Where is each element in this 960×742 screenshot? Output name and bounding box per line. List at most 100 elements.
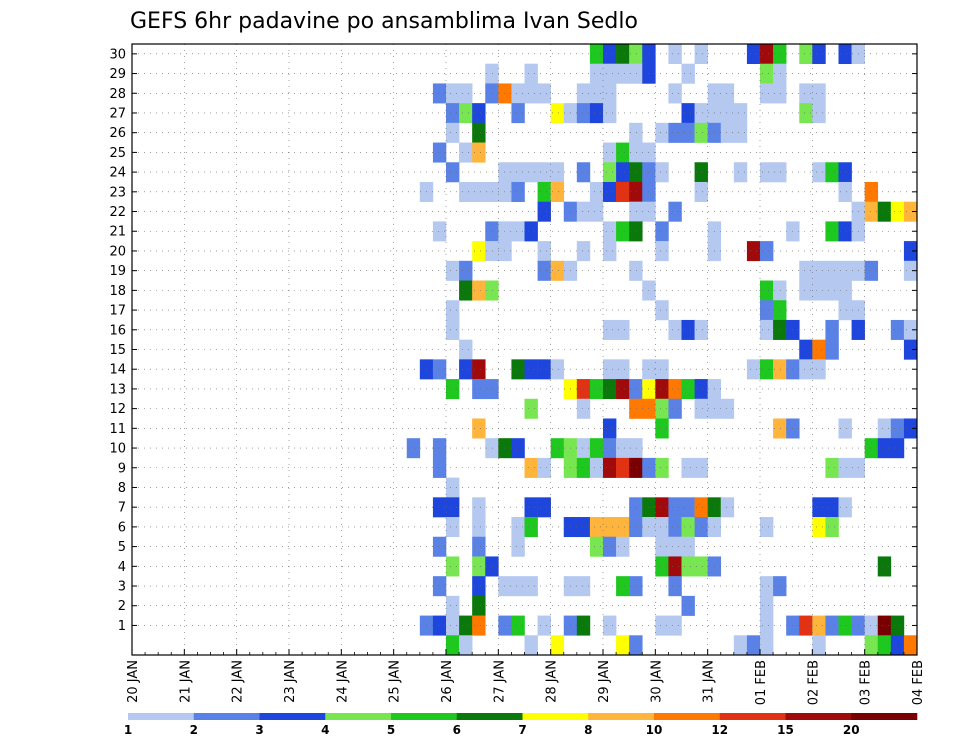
heatmap-cell [799, 103, 813, 124]
heatmap-cell [864, 438, 879, 459]
heatmap-cell [760, 576, 774, 597]
heatmap-cell [511, 359, 525, 380]
heatmap-cell [472, 379, 486, 400]
heatmap-cell [537, 359, 551, 380]
x-tick-label: 29 JAN [597, 660, 612, 703]
heatmap-cell [864, 181, 879, 202]
y-tick-label: 23 [109, 185, 126, 200]
heatmap-cell [511, 181, 525, 202]
colorbar-swatch [719, 713, 786, 720]
colorbar-label: 4 [321, 723, 329, 737]
y-tick-label: 8 [118, 481, 126, 496]
heatmap-cell [799, 280, 813, 301]
heatmap-cell [550, 359, 565, 380]
heatmap-cell [864, 260, 879, 281]
colorbar-label: 5 [387, 723, 395, 737]
heatmap-cell [760, 595, 774, 616]
heatmap-cell [432, 615, 447, 636]
heatmap-cell [550, 438, 565, 459]
heatmap-cell [629, 497, 643, 518]
heatmap-cell [825, 339, 839, 360]
heatmap-cell [432, 359, 447, 380]
y-tick-label: 22 [109, 205, 126, 220]
heatmap-cell [760, 300, 774, 321]
x-tick-label: 20 JAN [126, 660, 141, 703]
heatmap-cell [838, 300, 852, 321]
heatmap-cell [629, 44, 643, 65]
grid-lines [132, 44, 918, 655]
heatmap-cell [446, 477, 460, 498]
heatmap-cell [576, 457, 591, 478]
heatmap-cell [681, 497, 695, 518]
heatmap-cell [446, 300, 460, 321]
y-tick-label: 6 [118, 520, 126, 535]
heatmap-cell [655, 300, 669, 321]
heatmap-cell [537, 457, 551, 478]
heatmap-cell [890, 319, 905, 340]
heatmap-cell [550, 635, 565, 656]
heatmap-cell [890, 615, 905, 636]
heatmap-cell [655, 556, 669, 577]
heatmap-cell [720, 497, 735, 518]
colorbar-label: 3 [255, 723, 263, 737]
heatmap-cell [498, 241, 512, 262]
heatmap-cell [655, 517, 669, 538]
heatmap-cell [903, 201, 918, 222]
x-tick-label: 28 JAN [545, 660, 560, 703]
heatmap-cell [681, 63, 695, 84]
heatmap-cell [720, 83, 735, 104]
y-tick-label: 26 [109, 126, 126, 141]
y-tick-label: 19 [109, 264, 126, 279]
x-tick-label: 27 JAN [492, 660, 507, 703]
heatmap-cell [589, 103, 604, 124]
heatmap-cell [524, 517, 538, 538]
y-tick-label: 21 [109, 225, 126, 240]
heatmap-cell [603, 359, 617, 380]
heatmap-cell [550, 162, 565, 183]
heatmap-cell [446, 319, 460, 340]
heatmap-cell [668, 44, 682, 65]
colorbar-label: 6 [453, 723, 461, 737]
heatmap-cell [485, 221, 499, 242]
heatmap-cell [812, 103, 826, 124]
heatmap-cell [511, 517, 525, 538]
heatmap-cell [668, 379, 682, 400]
heatmap-cell [773, 319, 787, 340]
heatmap-cell [720, 398, 735, 419]
heatmap-cell [511, 162, 525, 183]
heatmap-cell [459, 280, 473, 301]
heatmap-cell [668, 497, 682, 518]
heatmap-cell [890, 418, 905, 439]
heatmap-cell [576, 438, 591, 459]
heatmap-cell [576, 517, 591, 538]
heatmap-cell [589, 44, 604, 65]
heatmap-cell [524, 162, 538, 183]
heatmap-cell [668, 201, 682, 222]
heatmap-cell [537, 83, 551, 104]
colorbar-swatch [456, 713, 523, 720]
heatmap-cell [498, 221, 512, 242]
colorbar-swatch [259, 713, 326, 720]
heatmap-cell [903, 418, 918, 439]
heatmap-cell [694, 398, 708, 419]
heatmap-cell [472, 418, 486, 439]
heatmap-cell [655, 241, 669, 262]
heatmap-cell [773, 63, 787, 84]
heatmap-cell [655, 398, 669, 419]
heatmap-cell [432, 536, 447, 557]
heatmap-cell [537, 162, 551, 183]
heatmap-cell [773, 300, 787, 321]
heatmap-cell [616, 142, 630, 163]
heatmap-cell [511, 83, 525, 104]
heatmap-cell [485, 63, 499, 84]
heatmap-cell [812, 44, 826, 65]
x-tick-label: 02 FEB [806, 660, 821, 705]
heatmap-cell [773, 576, 787, 597]
heatmap-cell [773, 162, 787, 183]
heatmap-cell [616, 44, 630, 65]
heatmap-cell [681, 536, 695, 557]
heatmap-cell [760, 319, 774, 340]
heatmap-cell [603, 517, 617, 538]
heatmap-cell [603, 181, 617, 202]
y-tick-label: 18 [109, 284, 126, 299]
